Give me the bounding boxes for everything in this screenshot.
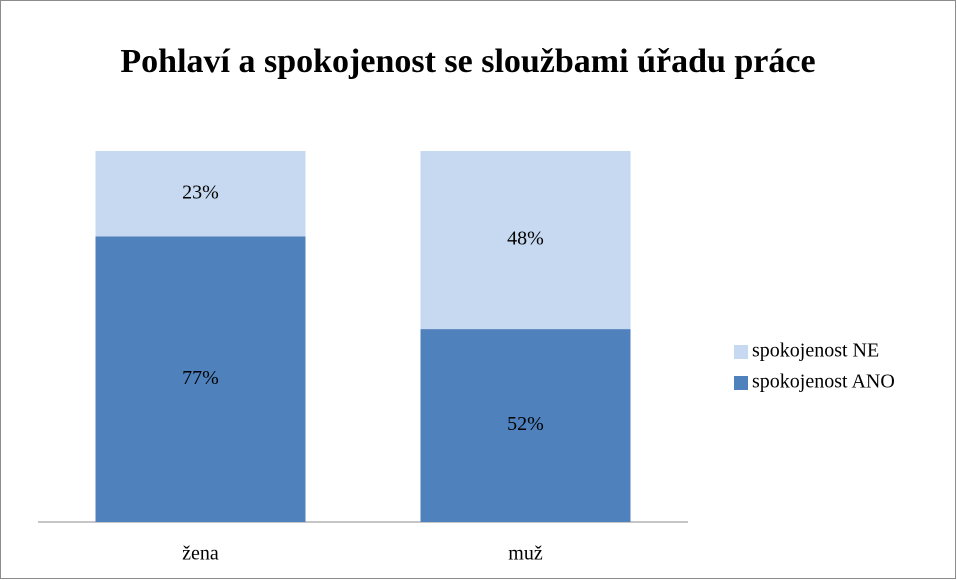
data-label: 52% xyxy=(507,413,544,435)
bar-segment xyxy=(420,329,631,522)
legend-swatch xyxy=(734,345,748,359)
legend-swatch xyxy=(734,376,748,390)
data-label: 77% xyxy=(182,367,219,389)
legend-label: spokojenost ANO xyxy=(752,371,895,393)
data-label: 48% xyxy=(507,228,544,250)
chart-title: Pohlaví a spokojenost se sloužbami úřadu… xyxy=(120,43,816,80)
x-tick-label: žena xyxy=(182,543,219,565)
bar-segment xyxy=(95,236,306,522)
bar-segment xyxy=(420,151,631,330)
legend-label: spokojenost NE xyxy=(752,340,879,362)
data-label: 23% xyxy=(182,181,219,203)
x-tick-label: muž xyxy=(508,543,543,565)
bar-segment xyxy=(95,151,306,237)
